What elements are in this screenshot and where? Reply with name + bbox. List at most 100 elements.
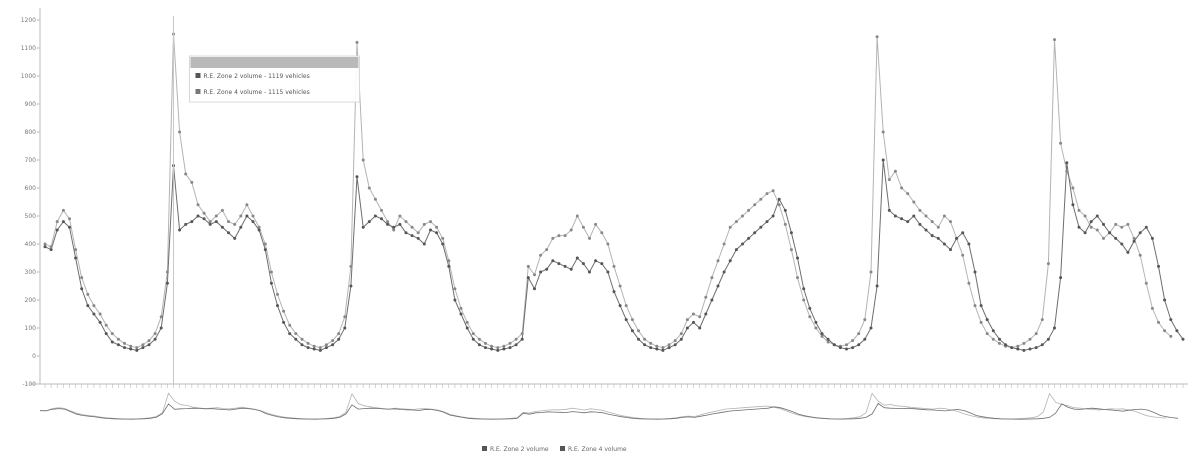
data-point: [184, 222, 188, 226]
data-point: [61, 220, 65, 224]
y-tick-label: -100: [22, 381, 36, 388]
data-point: [496, 346, 500, 350]
data-point: [233, 222, 237, 226]
data-point: [1083, 214, 1087, 218]
data-point: [508, 341, 512, 345]
data-point: [98, 320, 102, 324]
data-point: [214, 220, 218, 224]
legend-swatch-zone-2[interactable]: [482, 446, 487, 451]
data-point: [924, 228, 928, 232]
data-point: [196, 203, 200, 207]
data-point: [600, 262, 604, 266]
y-axis: -100 0 100 200 300 400 500 600 700 800 900 1000 1100…: [21, 8, 41, 388]
data-point: [380, 217, 383, 221]
data-point: [447, 264, 451, 268]
data-point: [887, 178, 891, 182]
data-point: [477, 343, 481, 347]
data-point: [526, 264, 530, 268]
data-point: [184, 172, 188, 176]
data-point: [380, 208, 383, 212]
legend-item-zone-4[interactable]: R.E. Zone 4 volume: [568, 446, 627, 453]
data-point: [845, 347, 848, 351]
data-point: [239, 225, 243, 229]
data-point: [269, 270, 273, 274]
data-point: [973, 270, 977, 274]
data-point: [1169, 318, 1173, 322]
overview-navigator[interactable]: [39, 392, 1179, 420]
data-point: [453, 287, 457, 291]
data-point: [141, 346, 145, 350]
data-point: [1150, 236, 1154, 240]
legend: R.E. Zone 2 volume R.E. Zone 4 volume: [482, 446, 627, 453]
data-point: [575, 256, 579, 260]
data-point: [147, 339, 151, 343]
data-point: [1046, 262, 1050, 266]
data-point: [416, 231, 420, 235]
data-point: [251, 214, 255, 218]
data-point: [1065, 169, 1069, 173]
data-point: [661, 348, 665, 352]
data-point: [1059, 276, 1063, 280]
data-point: [612, 290, 616, 294]
data-point: [373, 214, 377, 218]
data-point: [881, 158, 885, 162]
data-point: [471, 332, 475, 336]
data-point: [949, 248, 952, 252]
data-point: [116, 337, 120, 341]
data-point: [331, 343, 335, 347]
data-point: [979, 304, 983, 308]
data-point: [1040, 318, 1044, 322]
data-point: [679, 337, 683, 341]
data-point: [557, 234, 561, 238]
data-point: [673, 339, 677, 343]
data-point: [459, 312, 463, 316]
data-point: [263, 248, 267, 252]
data-point: [1034, 332, 1038, 336]
series-line-0[interactable]: [44, 159, 1184, 351]
data-point: [159, 326, 163, 330]
data-point: [551, 259, 555, 263]
data-point: [520, 337, 524, 341]
data-point: [386, 222, 390, 226]
data-point: [857, 343, 861, 347]
data-point: [569, 267, 573, 271]
data-point: [337, 332, 341, 336]
data-point: [165, 281, 169, 285]
data-point: [1132, 236, 1136, 240]
data-point: [771, 214, 775, 218]
data-point: [129, 344, 133, 348]
data-point: [153, 332, 157, 336]
data-point: [153, 337, 157, 341]
legend-swatch-zone-4[interactable]: [560, 446, 565, 451]
data-point: [649, 341, 653, 345]
data-point: [869, 326, 873, 330]
data-point: [734, 220, 738, 224]
data-point: [1071, 203, 1075, 207]
data-point: [710, 276, 714, 280]
data-point: [741, 214, 744, 218]
data-point: [1169, 334, 1173, 338]
data-point: [808, 306, 812, 310]
data-point: [104, 332, 108, 336]
data-point: [685, 326, 689, 330]
data-point: [68, 217, 71, 221]
data-point: [178, 228, 182, 232]
y-tick-label: 900: [25, 101, 37, 108]
data-point: [918, 208, 922, 212]
data-point: [276, 292, 279, 296]
data-point: [92, 312, 96, 316]
data-point: [1150, 306, 1154, 310]
data-point: [410, 225, 414, 229]
data-point: [637, 337, 640, 341]
data-point: [967, 281, 971, 285]
data-point: [1077, 225, 1081, 229]
data-point: [300, 343, 304, 347]
data-point: [312, 347, 316, 351]
data-point: [361, 158, 365, 162]
legend-item-zone-2[interactable]: R.E. Zone 2 volume: [490, 446, 549, 453]
data-point: [441, 242, 445, 246]
data-point: [759, 197, 763, 201]
data-point: [123, 341, 126, 345]
y-tick-label: 200: [25, 297, 37, 304]
